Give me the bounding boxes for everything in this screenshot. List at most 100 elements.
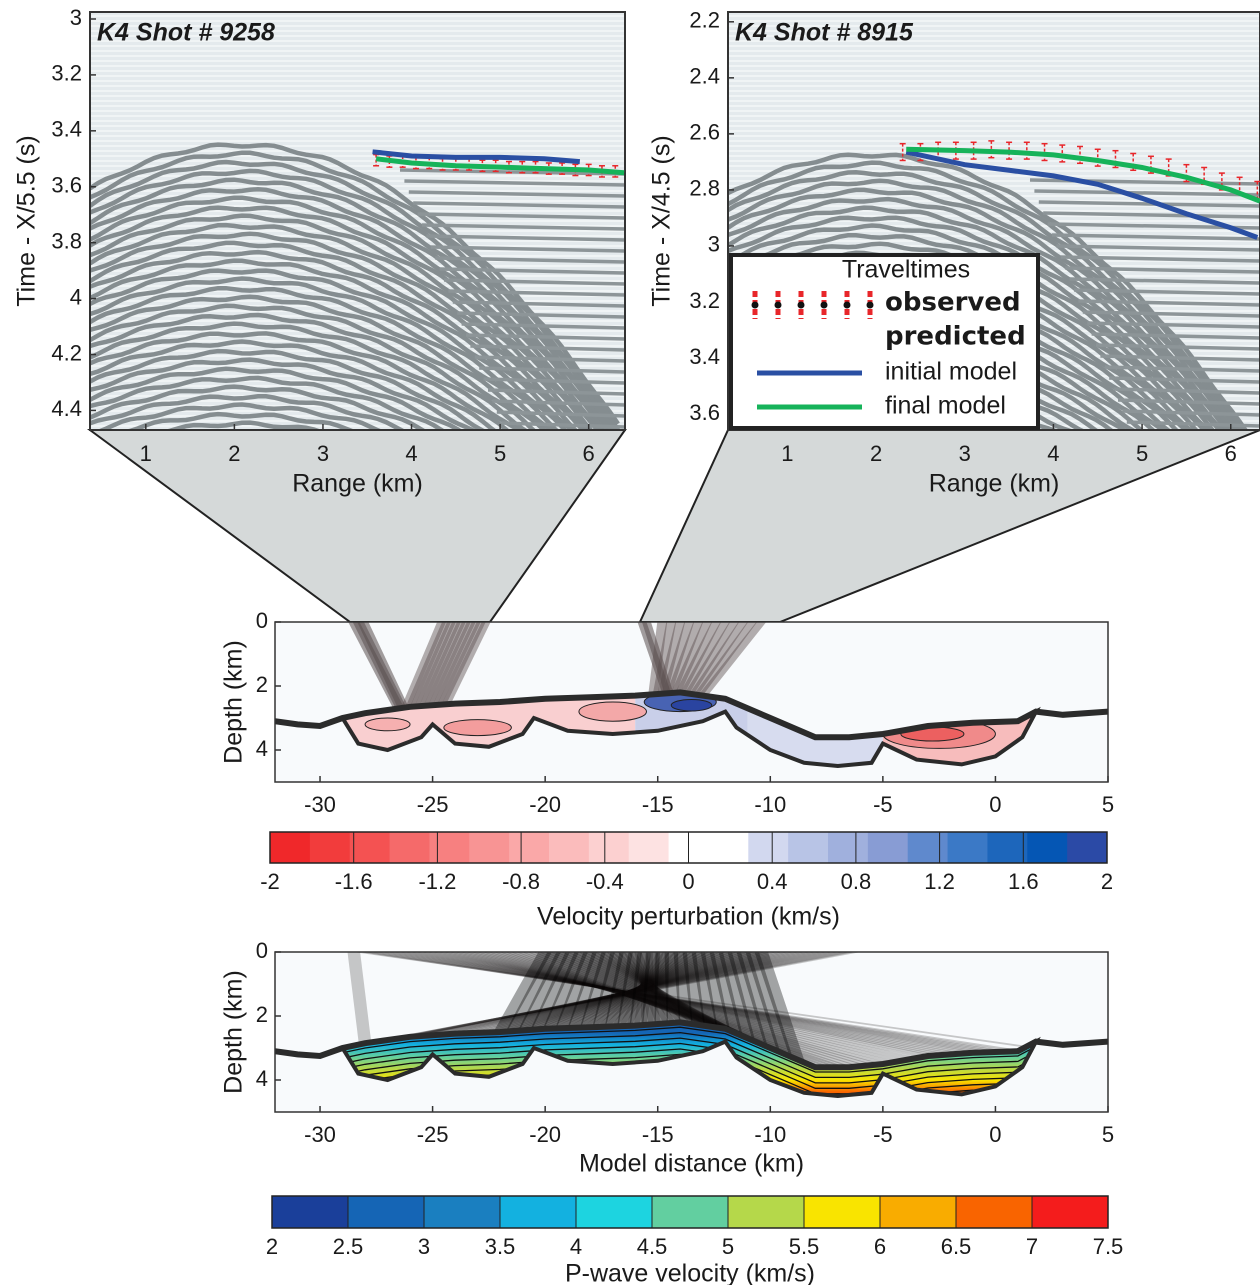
seismic-arrival (90, 366, 463, 430)
ray (618, 952, 670, 1026)
velocity-contour (342, 1026, 1036, 1073)
y-tick-label: 2.6 (689, 120, 720, 145)
ray (612, 952, 691, 1024)
ray (578, 952, 736, 1031)
ray (666, 622, 704, 694)
colorbar-tick-label: 0.4 (757, 869, 788, 894)
ray (493, 952, 552, 1032)
colorbar-tick-label: 1.2 (924, 869, 955, 894)
x-tick-label: 0 (989, 1122, 1001, 1147)
colorbar-tick-label: 7.5 (1093, 1234, 1124, 1259)
y-axis-label: Time - X/5.5 (s) (13, 135, 41, 306)
seismic-reflection (483, 377, 625, 385)
ray (428, 622, 476, 706)
ray (623, 952, 676, 1024)
ray (410, 952, 828, 1037)
y-tick-label: 2.2 (689, 8, 720, 33)
y-tick-label: 3.6 (689, 400, 720, 425)
x-tick-label: 5 (1136, 441, 1148, 466)
seismic-reflection (1038, 200, 1260, 208)
color-swatch (588, 832, 630, 863)
ray (684, 622, 740, 694)
ray (447, 952, 800, 1034)
color-swatch (272, 1196, 349, 1228)
seismic-reflection (474, 355, 625, 363)
color-swatch (309, 832, 351, 863)
x-tick-label: 2 (870, 441, 882, 466)
ray (470, 952, 783, 1033)
ray (414, 622, 461, 707)
ray (455, 952, 794, 1034)
ray (505, 952, 561, 1032)
y-axis-label: Depth (km) (220, 640, 248, 764)
seismic-reflection (1051, 233, 1260, 241)
ray (567, 952, 751, 1037)
ray (366, 952, 862, 1043)
y-tick-label: 4 (70, 284, 82, 309)
seismic-reflection (439, 267, 625, 275)
ray (555, 952, 597, 1029)
color-swatch (389, 832, 430, 863)
ray (559, 952, 715, 1029)
ray (603, 952, 681, 1027)
ray (600, 952, 706, 1026)
color-swatch (1032, 1196, 1109, 1228)
ray (718, 952, 755, 1039)
colorbar-tick-label: -1.6 (335, 869, 373, 894)
ray (443, 952, 914, 1060)
ray (386, 952, 989, 1053)
ray (583, 952, 728, 1029)
seismic-reflection (1082, 310, 1260, 318)
basin-anomaly (443, 719, 512, 737)
ray (606, 952, 699, 1025)
y-tick-label: 3.6 (51, 173, 82, 198)
x-tick-label: -30 (304, 792, 336, 817)
ray (679, 622, 731, 694)
colorbar-tick-label: 0 (682, 869, 694, 894)
seismic-reflection (1095, 343, 1260, 351)
ray (507, 952, 755, 1032)
seismic-arrival (90, 303, 537, 430)
plot-frame (274, 621, 1109, 783)
ray (392, 952, 981, 1053)
ray (441, 622, 491, 705)
ray (604, 952, 633, 1027)
seismic-arrival (90, 268, 568, 430)
seismic-reflection (1060, 255, 1260, 263)
error-bar (1059, 144, 1066, 163)
seismic-arrival (90, 394, 407, 430)
color-swatch (708, 832, 749, 863)
y-axis-label: Depth (km) (220, 970, 248, 1094)
seismic-reflection (1126, 420, 1260, 428)
zoom-connector (86, 429, 627, 623)
y-tick-label: 4 (256, 1066, 268, 1091)
ray (693, 622, 758, 695)
ray (754, 952, 805, 1060)
seismic-reflection (430, 245, 625, 253)
ray (499, 952, 760, 1032)
x-tick-label: 1 (781, 441, 793, 466)
colorbar-tick-label: 5.5 (789, 1234, 820, 1259)
ray (551, 952, 721, 1029)
y-tick-label: 4 (256, 736, 268, 761)
legend-box (729, 253, 1040, 430)
error-bar (1147, 155, 1154, 174)
ray (398, 952, 974, 1054)
x-axis-label: Range (km) (929, 470, 1060, 498)
x-tick-label: 1 (140, 441, 152, 466)
ray (364, 952, 1018, 1052)
x-tick-label: 0 (989, 792, 1001, 817)
ray (640, 952, 654, 1025)
colorbar-tick-label: 1.6 (1008, 869, 1039, 894)
seismic-reflection (404, 179, 625, 187)
legend-symbol (797, 301, 805, 309)
color-swatch (628, 832, 670, 863)
ray (485, 952, 771, 1033)
ray (410, 622, 457, 707)
color-swatch (469, 832, 510, 863)
colorbar-label: P-wave velocity (km/s) (565, 1260, 815, 1285)
seismic-reflection (1043, 211, 1260, 219)
series-layer (899, 140, 1260, 240)
x-tick-label: 4 (1047, 441, 1059, 466)
basin-anomaly (364, 717, 411, 732)
